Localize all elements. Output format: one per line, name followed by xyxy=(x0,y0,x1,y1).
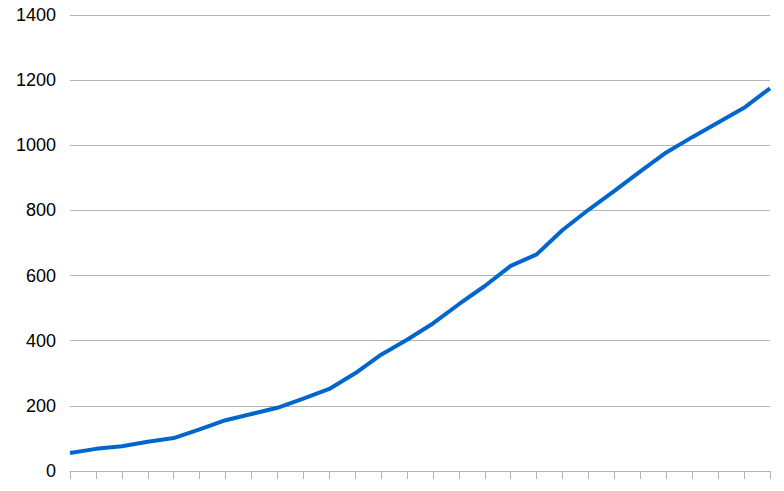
svg-text:1200: 1200 xyxy=(16,70,56,90)
svg-text:800: 800 xyxy=(26,200,56,220)
svg-text:600: 600 xyxy=(26,266,56,286)
svg-text:1400: 1400 xyxy=(16,5,56,25)
svg-text:1000: 1000 xyxy=(16,135,56,155)
svg-text:200: 200 xyxy=(26,396,56,416)
svg-text:400: 400 xyxy=(26,331,56,351)
svg-text:0: 0 xyxy=(46,461,56,481)
